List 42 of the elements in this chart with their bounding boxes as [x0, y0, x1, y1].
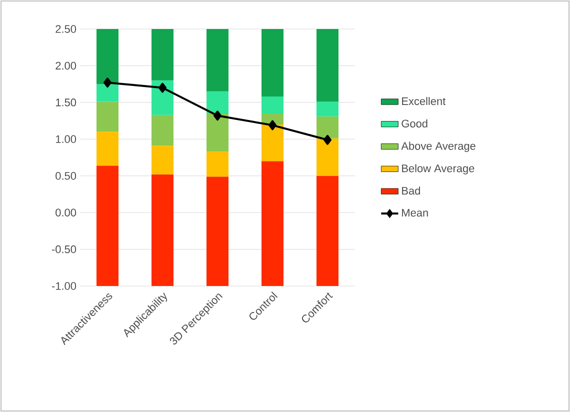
bar [316, 29, 338, 102]
bar [152, 29, 174, 80]
legend-label: Above Average [401, 142, 476, 152]
bar [152, 114, 174, 146]
y-tick-label: -1.00 [52, 282, 76, 290]
bar [262, 161, 284, 286]
legend-label: Excellent [402, 97, 446, 106]
legend-label: Good [402, 119, 428, 128]
y-tick-label: 1.50 [56, 98, 76, 106]
bar [96, 132, 118, 166]
bar [206, 152, 228, 177]
bar [152, 146, 174, 174]
bar [96, 102, 118, 132]
bar [316, 116, 338, 138]
bar [206, 113, 228, 152]
y-tick-label: 2.50 [56, 25, 76, 33]
y-tick-label: -0.50 [52, 245, 76, 254]
legend-label: Bad [402, 186, 420, 195]
legend-label: Mean [402, 208, 428, 217]
bar [262, 124, 284, 162]
bar [206, 91, 228, 114]
bar [262, 29, 284, 97]
bar [316, 102, 338, 116]
bar [206, 29, 228, 92]
bar [96, 166, 118, 286]
bar [262, 96, 284, 114]
point [268, 120, 276, 130]
bar [206, 176, 228, 286]
point [214, 110, 222, 121]
bar [316, 138, 338, 176]
y-tick-label: 0.00 [56, 208, 76, 216]
point [158, 82, 166, 93]
y-tick-label: 2.00 [56, 62, 76, 70]
bar [152, 174, 174, 286]
legend-label: Below Average [402, 164, 474, 174]
y-tick-label: 0.50 [56, 172, 76, 180]
point [104, 78, 112, 88]
bar [96, 29, 118, 84]
point [324, 134, 332, 145]
bar [96, 84, 118, 102]
y-tick-label: 1.00 [56, 135, 76, 144]
bar [316, 176, 338, 286]
